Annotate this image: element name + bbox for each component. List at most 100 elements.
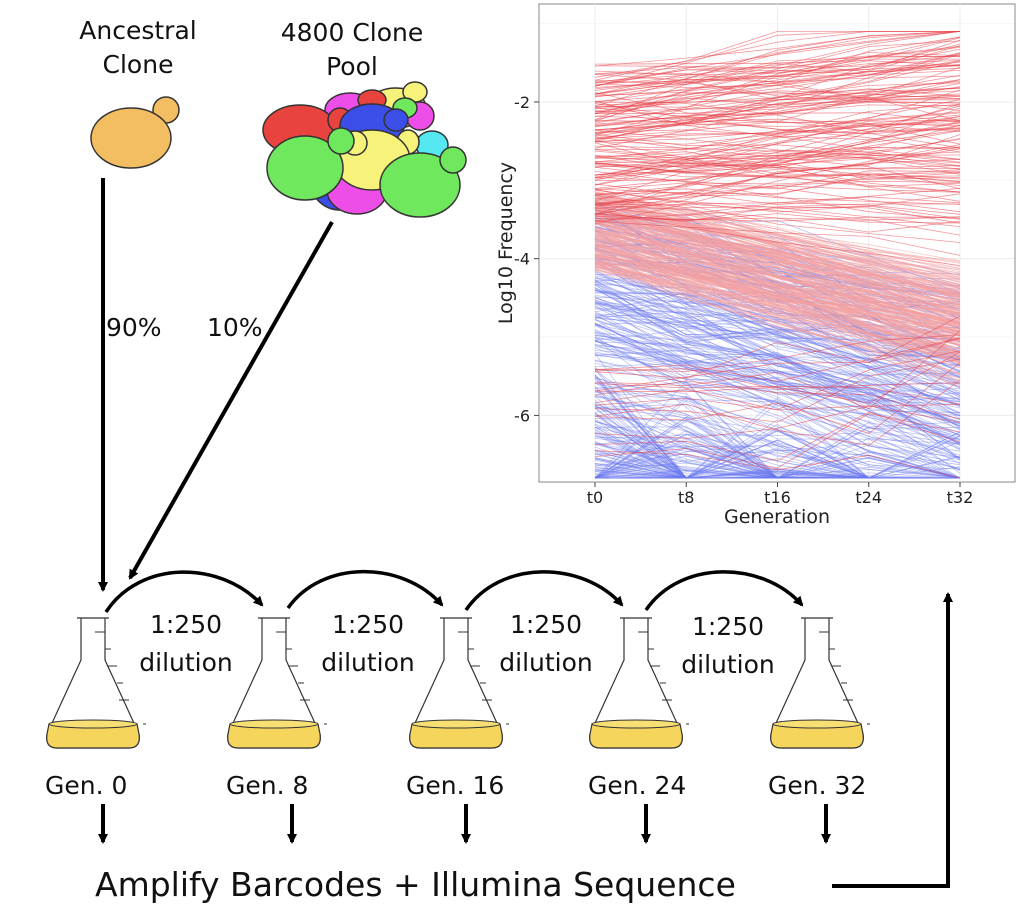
lineage-line-blue [594,443,960,479]
lineage-line-blue [594,469,960,479]
lineage-line-pink [594,233,961,305]
lineage-line-red [594,115,961,164]
lineage-line-blue [594,431,960,479]
lineage-line-blue [595,456,961,479]
flask-liquid [409,723,503,749]
lineage-line-blue [594,330,961,445]
lineage-line-blue [594,442,960,479]
lineage-line-blue [594,449,961,479]
lineage-line-blue [594,376,960,479]
lineage-line-blue [594,283,961,427]
lineage-line-blue [594,390,960,479]
lineage-line-blue [594,353,961,403]
chart-axes: -2 -4 -6 t0 t8 t16 t24 t32 [514,93,973,507]
dilution-label-4: 1:250 dilution [668,608,788,684]
ancestral-clone-label: Ancestral Clone [62,14,214,82]
lineage-line-blue [594,303,961,424]
lineage-line-blue [594,341,961,431]
lineage-line-red [594,56,961,69]
flask-gen-4 [770,617,870,749]
lineage-line-blue [594,269,961,396]
lineage-line-blue [594,340,961,471]
lineage-line-blue [594,445,961,478]
lineage-line-red [594,163,961,188]
x-tick-label: t8 [678,488,694,507]
lineage-line-blue [594,374,961,479]
lineage-line-blue [594,382,961,479]
lineage-line-blue [594,420,960,479]
lineage-line-pink [594,267,961,330]
lineage-line-blue [594,419,960,479]
lineage-line-pink [594,197,961,297]
lineage-line-red [594,110,961,125]
lineage-line-blue [594,416,961,479]
flasks [46,617,870,749]
lineage-line-blue [594,412,960,479]
flask-gen-3 [589,617,689,749]
lineage-line-blue [594,311,961,452]
lineage-line-blue [594,469,960,479]
lineage-line-blue [594,284,961,440]
lineage-line-pink [594,234,961,342]
lineage-line-red [594,111,961,142]
lineage-line-blue [594,299,961,414]
lineage-line-blue [594,386,960,479]
lineage-line-red [594,368,961,390]
lineage-line-blue [594,457,960,479]
lineage-line-red [594,79,961,131]
lineage-line-blue [594,336,961,416]
lineage-line-blue [594,441,960,479]
dilution-word: dilution [139,648,233,677]
lineage-line-red [594,31,961,120]
lineage-line-blue [594,435,960,479]
lineage-line-red [594,63,961,86]
lineage-line-red [594,169,961,205]
lineage-line-blue [594,281,961,428]
lineage-line-blue [594,466,960,479]
lineage-line-blue [594,370,961,479]
lineage-line-blue [594,337,961,436]
lineage-line-red [594,149,961,170]
flask-liquid [589,723,683,749]
lineage-line-pink [594,265,961,387]
y-tick-label: -6 [514,406,530,425]
lineage-line-blue [594,302,961,401]
lineage-line-blue [594,355,961,442]
lineage-line-red [594,177,961,191]
lineage-line-red [594,81,961,102]
lineage-line-blue [595,430,961,479]
lineage-line-pink [594,266,961,388]
lineage-line-blue [594,400,961,479]
lineage-line-blue [594,374,961,479]
lineage-line-red [594,167,961,183]
lineage-line-blue [594,464,960,479]
lineage-line-blue [594,281,961,375]
lineage-line-red [594,380,961,420]
lineage-line-blue [594,302,961,401]
dilution-word: dilution [681,650,775,679]
lineage-line-blue [594,421,960,479]
lineage-line-red [594,54,961,137]
lineage-line-blue [594,340,961,445]
lineage-line-blue [594,453,960,479]
lineage-line-blue [594,455,960,479]
lineage-line-blue [594,433,960,479]
lineage-line-blue [594,271,961,433]
arrow-gen16-to-gen24 [464,570,624,611]
lineage-line-red [594,45,961,115]
lineage-line-blue [594,406,960,479]
lineage-line-blue [594,337,961,446]
lineage-line-red [594,188,961,205]
lineage-line-blue [594,442,960,479]
lineage-line-blue [594,305,961,416]
lineage-line-blue [594,460,960,479]
lineage-line-red [594,114,961,178]
flask-liquid [46,723,140,749]
lineage-line-red [594,189,961,219]
lineage-line-pink [594,260,961,359]
lineage-line-blue [594,450,960,479]
lineage-line-red [594,350,961,411]
lineage-line-red [594,209,961,256]
lineage-line-blue [594,473,960,479]
flask-gen-2 [409,617,509,749]
